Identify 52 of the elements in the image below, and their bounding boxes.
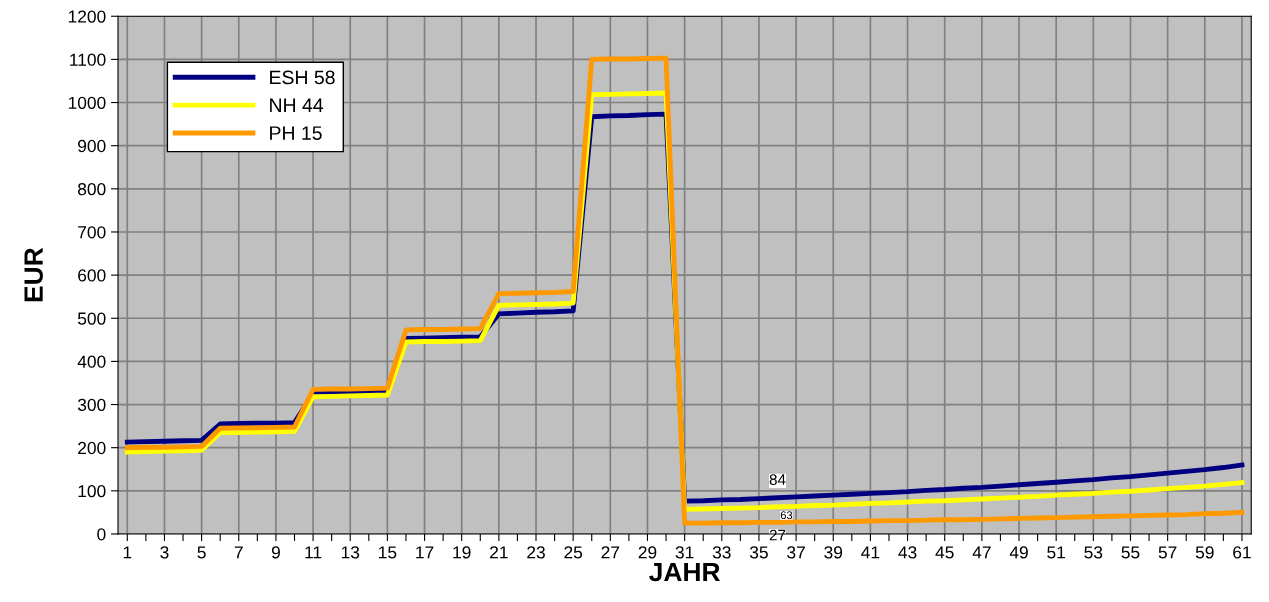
data-label: 63 [780, 511, 793, 520]
x-tick-label: 33 [712, 546, 731, 559]
x-tick-label: 1 [123, 546, 132, 559]
y-axis-title: EUR [24, 247, 43, 302]
x-tick-label: 19 [453, 546, 471, 559]
x-tick-label: 9 [271, 546, 280, 559]
x-tick-label: 39 [824, 546, 843, 559]
x-tick-label: 55 [1121, 546, 1140, 559]
y-tick-label: 700 [78, 226, 106, 239]
legend-label: NH 44 [270, 98, 324, 112]
x-tick-label: 47 [972, 546, 991, 559]
x-tick-label: 25 [564, 546, 583, 559]
x-tick-label: 59 [1195, 546, 1214, 559]
y-tick-label: 1200 [68, 10, 106, 23]
legend-label: PH 15 [270, 126, 322, 140]
data-label: 27 [769, 529, 786, 541]
legend-label: ESH 58 [270, 70, 335, 85]
y-tick-label: 500 [77, 312, 106, 325]
y-tick-label: 200 [78, 441, 106, 455]
x-tick-label: 57 [1158, 546, 1177, 559]
x-axis-title: JAHR [649, 562, 721, 582]
x-tick-label: 51 [1047, 546, 1065, 559]
y-tick-label: 600 [78, 269, 106, 282]
x-tick-label: 21 [490, 546, 508, 559]
y-tick-label: 400 [77, 355, 106, 368]
x-tick-label: 53 [1084, 546, 1103, 559]
x-tick-label: 41 [861, 546, 880, 559]
y-tick-label: 0 [97, 528, 106, 541]
data-label: 84 [769, 474, 786, 485]
x-tick-label: 13 [341, 546, 360, 559]
x-tick-label: 61 [1233, 546, 1251, 559]
x-tick-label: 29 [638, 546, 657, 559]
x-tick-label: 17 [416, 546, 434, 559]
y-tick-label: 900 [78, 139, 106, 153]
y-tick-label: 1100 [70, 53, 106, 66]
x-tick-label: 49 [1009, 546, 1028, 559]
x-tick-label: 37 [787, 546, 805, 559]
x-tick-label: 7 [234, 546, 243, 559]
x-tick-label: 3 [160, 546, 169, 559]
y-tick-label: 100 [78, 485, 106, 498]
x-tick-label: 45 [935, 546, 954, 559]
y-tick-label: 300 [77, 398, 106, 412]
x-tick-label: 43 [898, 546, 917, 559]
x-tick-label: 11 [305, 546, 322, 559]
y-tick-label: 800 [78, 183, 106, 196]
x-tick-label: 31 [675, 546, 694, 559]
x-tick-label: 35 [749, 546, 768, 559]
x-tick-label: 27 [601, 546, 620, 559]
x-tick-label: 5 [197, 546, 206, 559]
x-tick-label: 23 [527, 546, 545, 559]
x-tick-label: 15 [379, 546, 397, 559]
y-tick-label: 1000 [68, 96, 106, 109]
